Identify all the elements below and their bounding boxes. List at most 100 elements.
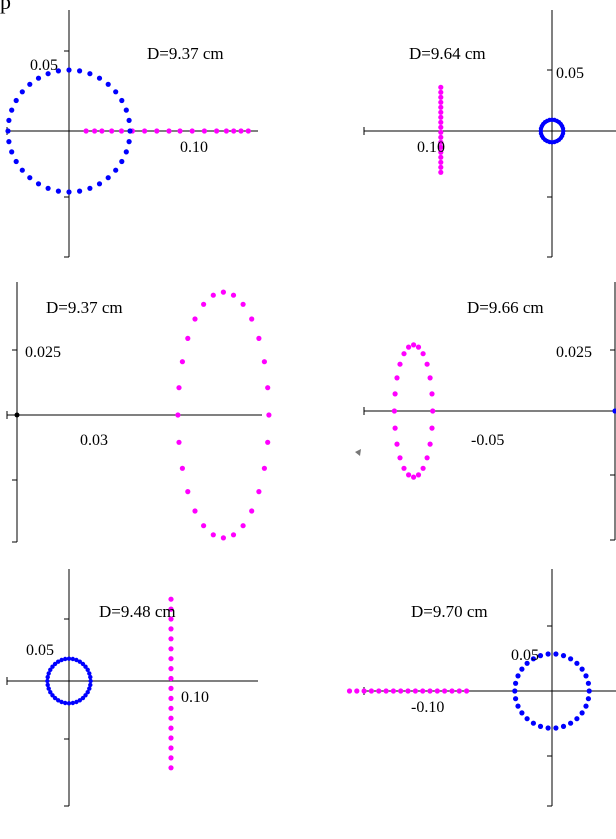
data-point bbox=[96, 181, 103, 187]
y-tick-label: 0.025 bbox=[556, 344, 592, 361]
data-point bbox=[77, 68, 83, 74]
data-point bbox=[192, 316, 198, 322]
panel-title: D=9.64 cm bbox=[409, 44, 486, 63]
data-point bbox=[19, 167, 25, 173]
data-point bbox=[411, 474, 417, 480]
data-point bbox=[66, 67, 72, 73]
data-point bbox=[168, 745, 174, 751]
data-point bbox=[383, 688, 389, 694]
panel-title: D=9.37 cm bbox=[46, 298, 123, 317]
panel-title: D=9.37 cm bbox=[147, 44, 224, 63]
data-point bbox=[77, 659, 83, 664]
data-point bbox=[438, 134, 444, 140]
data-point bbox=[346, 688, 353, 694]
data-point bbox=[519, 666, 525, 672]
data-point bbox=[99, 128, 105, 134]
x-tick-label: -0.05 bbox=[471, 432, 504, 449]
data-point bbox=[438, 104, 444, 110]
data-point bbox=[66, 656, 72, 661]
data-point bbox=[105, 81, 111, 87]
data-point bbox=[438, 124, 444, 130]
data-point bbox=[168, 765, 174, 771]
data-point bbox=[560, 723, 567, 730]
panel-title: D=9.48 cm bbox=[99, 602, 176, 621]
series-pink bbox=[391, 342, 436, 480]
data-point bbox=[176, 385, 182, 391]
series-pink bbox=[175, 289, 272, 541]
data-point bbox=[118, 128, 125, 134]
data-point bbox=[80, 695, 86, 701]
data-point bbox=[376, 688, 382, 694]
chart-panel-2: D=9.64 cm 0.05 0.10 bbox=[363, 10, 616, 258]
data-point bbox=[406, 344, 412, 350]
series-blue bbox=[538, 117, 566, 145]
data-point bbox=[83, 128, 89, 134]
data-point bbox=[168, 725, 174, 731]
series-pink bbox=[168, 596, 174, 771]
series-blue bbox=[5, 67, 133, 195]
chart-panel-3: D=9.37 cm 0.025 0.03 bbox=[6, 282, 272, 543]
data-point bbox=[52, 695, 58, 701]
x-tick-label: 0.10 bbox=[181, 689, 209, 706]
data-point bbox=[391, 408, 397, 414]
data-point bbox=[266, 412, 272, 418]
data-point bbox=[438, 109, 444, 115]
data-point bbox=[530, 656, 537, 662]
y-tick-label: 0.025 bbox=[25, 344, 61, 361]
data-point bbox=[13, 97, 19, 104]
data-point bbox=[168, 616, 174, 622]
data-point bbox=[405, 688, 411, 694]
data-point bbox=[519, 710, 525, 716]
data-point bbox=[113, 89, 119, 95]
data-point bbox=[265, 385, 271, 391]
data-point bbox=[77, 698, 83, 703]
data-point bbox=[434, 688, 440, 694]
data-point bbox=[256, 335, 262, 341]
series-blue bbox=[512, 651, 592, 731]
panel-title: D=9.66 cm bbox=[467, 298, 544, 317]
data-point bbox=[168, 656, 174, 662]
data-point bbox=[46, 686, 51, 691]
origin-dot bbox=[14, 412, 20, 418]
data-point bbox=[427, 688, 433, 694]
data-point bbox=[411, 342, 417, 348]
chart-panel-6: D=9.70 cm 0.05 -0.10 bbox=[346, 569, 616, 807]
data-point bbox=[438, 144, 444, 150]
data-point bbox=[585, 696, 592, 702]
data-point bbox=[560, 131, 566, 136]
x-tick-label: 0.03 bbox=[80, 432, 108, 449]
data-point bbox=[390, 688, 396, 694]
data-point bbox=[585, 680, 592, 686]
data-point bbox=[574, 660, 580, 666]
data-point bbox=[119, 97, 125, 104]
data-point bbox=[515, 703, 521, 709]
series-pink bbox=[83, 128, 251, 134]
data-point bbox=[398, 688, 404, 694]
data-point bbox=[220, 289, 226, 295]
data-point bbox=[415, 344, 422, 350]
data-point bbox=[45, 71, 51, 77]
data-point bbox=[189, 128, 195, 134]
data-point bbox=[168, 715, 174, 721]
data-point bbox=[415, 472, 422, 478]
data-point bbox=[394, 441, 400, 447]
data-point bbox=[368, 688, 374, 694]
data-point bbox=[438, 94, 444, 100]
data-point bbox=[168, 626, 174, 632]
data-point bbox=[45, 682, 50, 688]
data-point bbox=[214, 128, 220, 134]
data-point bbox=[87, 185, 93, 191]
data-point bbox=[438, 84, 444, 90]
data-point bbox=[394, 375, 400, 381]
data-point bbox=[88, 674, 93, 680]
data-point bbox=[96, 75, 103, 81]
data-point bbox=[88, 682, 93, 688]
y-tick-label: 0.05 bbox=[26, 642, 54, 659]
data-point bbox=[201, 301, 207, 307]
data-point bbox=[168, 685, 174, 692]
data-point bbox=[568, 656, 574, 662]
data-point bbox=[70, 656, 76, 662]
data-point bbox=[48, 690, 53, 695]
data-point bbox=[168, 735, 174, 741]
data-point bbox=[123, 149, 129, 155]
